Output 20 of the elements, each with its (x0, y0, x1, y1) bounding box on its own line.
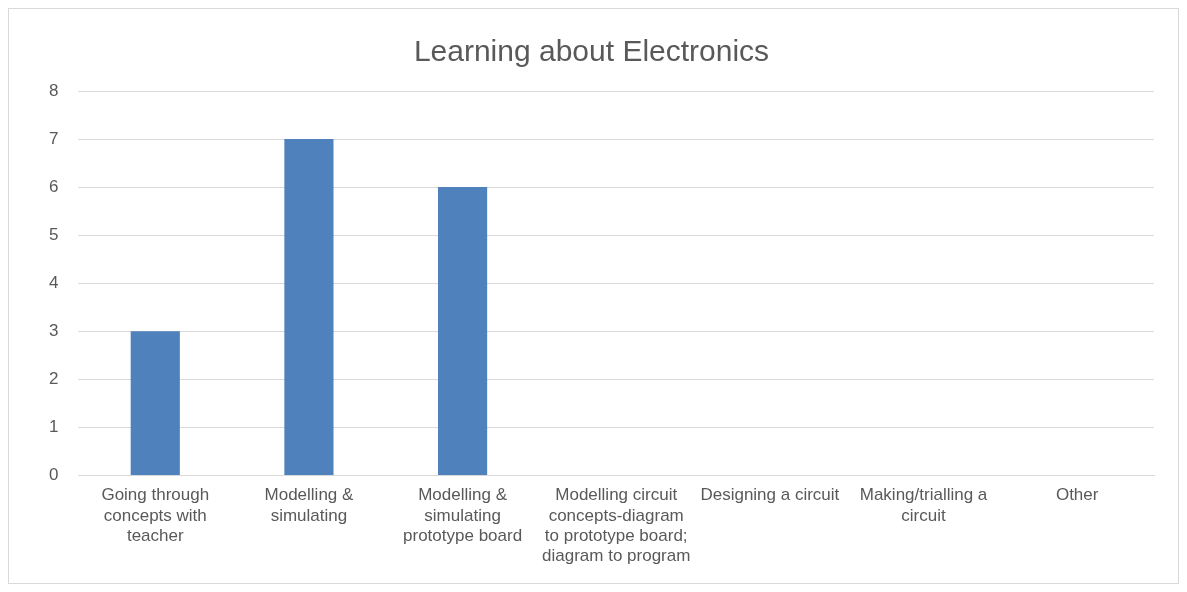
y-tick-label: 3 (48, 320, 59, 340)
x-tick-label: Modelling & simulating (264, 485, 354, 525)
y-tick-label: 0 (48, 465, 59, 485)
y-tick-label: 1 (48, 417, 59, 437)
y-tick-label: 5 (48, 224, 59, 244)
x-tick-label: Making/trialling a circuit (859, 485, 988, 525)
y-tick-label: 4 (48, 272, 59, 292)
chart-title: Learning about Electronics (413, 34, 770, 68)
x-tick-label: Modelling & simulating prototype board (403, 485, 523, 546)
y-tick-label: 8 (48, 80, 59, 100)
bar (284, 139, 334, 475)
x-tick-label: Going through concepts with teacher (101, 485, 210, 546)
y-tick-label: 7 (48, 128, 59, 148)
bar (130, 331, 180, 475)
y-tick-label: 6 (48, 176, 59, 196)
x-tick-label: Modelling circuit concepts-diagram to prototype board; diagram to program (542, 485, 691, 566)
x-tick-label: Other (1055, 485, 1099, 505)
y-tick-label: 2 (48, 368, 59, 388)
bar (437, 187, 488, 475)
x-tick-label: Designing a circuit (700, 485, 840, 505)
